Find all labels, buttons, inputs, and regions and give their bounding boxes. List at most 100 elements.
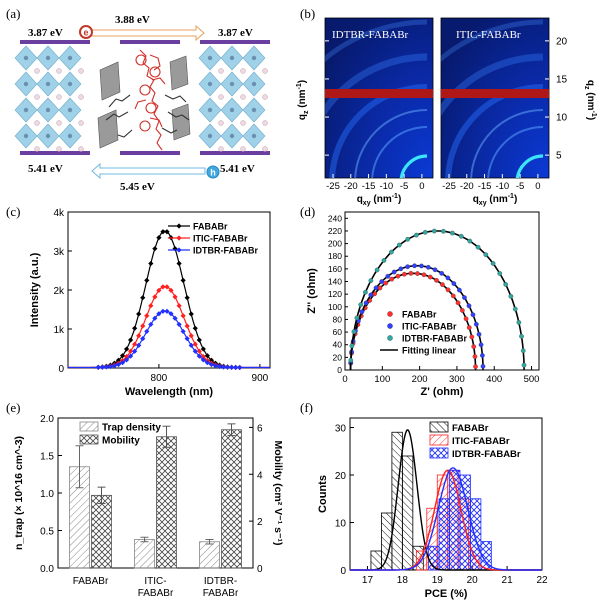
data-point — [490, 261, 496, 266]
data-point — [445, 287, 451, 293]
data-point — [152, 246, 158, 252]
y-tick-label: 15 — [556, 74, 568, 85]
data-point — [377, 285, 383, 291]
data-point — [168, 287, 174, 293]
data-point — [99, 364, 105, 370]
x-axis-label: Wavelength (nm) — [125, 386, 214, 398]
giwaxs-left-title: IDTBR-FABABr — [332, 29, 409, 41]
data-point — [363, 289, 368, 295]
data-point — [196, 353, 202, 359]
x-tick-label: -25 — [442, 181, 456, 192]
a-site-atom — [78, 146, 84, 152]
y-tick-label: 1.5 — [40, 452, 54, 463]
b-site-atom — [251, 55, 257, 61]
a-site-atom — [78, 94, 84, 100]
y-tick-label: 160 — [328, 264, 342, 274]
y-tick-label: 2k — [53, 286, 65, 297]
data-point — [422, 229, 428, 235]
data-point — [136, 342, 142, 348]
y-tick-label: 10 — [556, 113, 568, 124]
data-point — [132, 325, 138, 331]
perovskite-left-block — [14, 45, 84, 152]
category-label: ITIC- — [144, 576, 166, 587]
b-site-atom — [207, 133, 213, 139]
data-point — [188, 311, 194, 317]
energy-top-right: 3.87 eV — [218, 27, 253, 39]
histogram-bar — [438, 498, 450, 571]
data-point — [220, 364, 227, 370]
series-line-IDTBR-FABABr — [68, 310, 270, 369]
y2-axis-label: Mobility (cm² V⁻¹ s⁻¹) — [272, 441, 284, 546]
a-site-atom — [78, 120, 84, 126]
histogram-bar — [370, 550, 382, 571]
energy-top-mid: 3.88 eV — [115, 14, 150, 26]
data-point — [237, 364, 243, 371]
scattering-ring — [441, 19, 544, 63]
data-point — [172, 294, 178, 300]
data-point — [405, 236, 411, 242]
data-point — [466, 325, 472, 330]
x-tick-label: 19 — [432, 575, 444, 586]
data-point — [414, 232, 419, 238]
a-site-atom — [240, 94, 246, 100]
data-point — [519, 334, 524, 339]
legend-label: Trap density — [102, 423, 161, 434]
x-tick-label: 17 — [362, 575, 374, 586]
b-site-atom — [23, 107, 29, 113]
x-tick-label: 0 — [342, 374, 347, 385]
perovskite-right-block — [198, 45, 268, 152]
hole-symbol: h — [210, 168, 216, 178]
data-point — [164, 284, 170, 290]
data-point — [462, 295, 467, 300]
data-point — [480, 364, 486, 369]
y-tick-label: 1k — [53, 325, 65, 336]
data-point — [373, 285, 379, 291]
data-point — [478, 342, 484, 348]
plot-frame — [344, 211, 540, 371]
spacer-plate — [171, 103, 191, 141]
data-point — [180, 313, 186, 319]
data-point — [212, 363, 219, 369]
data-point — [473, 364, 478, 369]
x-tick-label: 0 — [419, 181, 424, 192]
y-tick-label: 5 — [556, 151, 562, 162]
legend-label: ITIC-FABABr — [402, 322, 457, 332]
data-point — [164, 229, 170, 235]
giwaxs-x-label-left: qxy (nm-1) — [357, 193, 402, 207]
a-site-atom — [34, 68, 40, 74]
y-tick-label: 0 — [58, 364, 64, 375]
legend-marker — [176, 247, 182, 253]
electron-transfer-arrow — [91, 24, 205, 42]
category-label: FABABr — [203, 588, 239, 599]
b-site-atom — [229, 107, 235, 113]
y2-tick-label: 6 — [257, 423, 263, 434]
panel-d-label: (d) — [300, 204, 315, 219]
data-point — [136, 311, 142, 317]
data-point — [123, 346, 130, 352]
a-site-atom — [34, 146, 40, 152]
data-point — [497, 271, 503, 276]
y-tick-label: 200 — [328, 239, 342, 249]
panel-e-label: (e) — [6, 400, 20, 415]
data-point — [144, 313, 150, 319]
data-point — [144, 277, 150, 283]
legend-swatch — [429, 447, 449, 459]
a-site-atom — [56, 94, 62, 100]
data-point — [132, 348, 138, 354]
chart-d-nyquist: 0 20 40 60 80 100 120 140 160 180 200 220 240 0 100 200… — [306, 211, 540, 398]
b-site-atom — [229, 133, 235, 139]
x-tick-label: 200 — [412, 374, 428, 385]
a-site-atom — [56, 68, 62, 74]
chart-f-pce-histogram: 0 10 20 30 17 18 19 20 21 22 PCE (%) Counts FABABr IT… — [317, 417, 548, 600]
energy-bottom-mid: 5.45 eV — [120, 181, 155, 193]
data-point — [470, 312, 476, 318]
data-point — [391, 269, 397, 275]
y-tick-label: 60 — [333, 327, 343, 337]
y2-tick-label: 4 — [257, 470, 263, 481]
y-tick-label: 140 — [328, 277, 342, 287]
data-point — [192, 341, 198, 347]
y-tick-label: 20 — [556, 36, 568, 47]
y-tick-label: 0 — [337, 365, 342, 375]
legend-marker — [176, 223, 182, 229]
